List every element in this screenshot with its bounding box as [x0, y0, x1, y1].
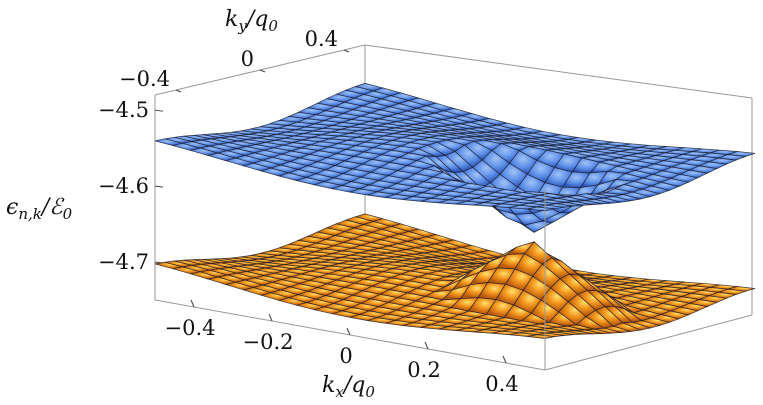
z-tick-mark: [154, 185, 164, 188]
x-axis-ticks: −0.4 −0.2 0 0.2 0.4: [165, 299, 519, 396]
z-axis-ticks: −4.5 −4.6 −4.7: [98, 98, 164, 274]
lower-band-patch: [527, 334, 555, 339]
y-axis-label: ky/q0: [225, 7, 278, 35]
z-tick-mark: [154, 261, 164, 264]
x-axis-label: kx/q0: [322, 373, 375, 401]
x-tick-label: 0.2: [407, 358, 440, 382]
x-tick-mark: [424, 341, 429, 350]
y-tick-label: 0: [241, 47, 254, 71]
z-tick-label: −4.7: [98, 250, 149, 274]
lower-band-surface: [154, 213, 756, 339]
x-tick-label: −0.2: [243, 330, 294, 354]
x-tick-mark: [190, 299, 195, 308]
y-tick-mark: [343, 49, 350, 53]
x-tick-mark: [502, 355, 507, 364]
x-tick-label: −0.4: [165, 316, 216, 340]
x-tick-mark: [346, 327, 351, 336]
x-tick-label: 0.4: [485, 372, 518, 396]
z-tick-label: −4.6: [98, 174, 149, 198]
y-tick-label: 0.4: [305, 27, 338, 51]
z-tick-label: −4.5: [98, 98, 149, 122]
y-tick-label: −0.4: [119, 67, 170, 91]
y-tick-mark: [259, 69, 266, 73]
upper-band-patch: [527, 206, 555, 212]
x-tick-label: 0: [339, 344, 352, 368]
upper-band-surface: [154, 82, 756, 233]
y-axis-ticks: −0.4 0 0.4: [119, 27, 350, 93]
z-axis-label: ϵn,k/ℰ0: [6, 195, 73, 223]
x-tick-mark: [268, 313, 273, 322]
z-tick-mark: [154, 109, 164, 112]
y-tick-mark: [175, 89, 182, 93]
